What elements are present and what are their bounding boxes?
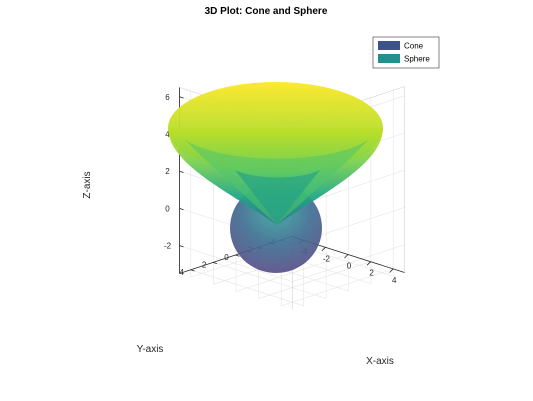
legend-label-cone: Cone: [404, 42, 424, 51]
z-tick: [179, 96, 184, 99]
z-axis-label: Z-axis: [82, 171, 93, 198]
legend-swatch-cone: [378, 41, 400, 50]
z-tick: [179, 208, 184, 211]
legend-swatch-sphere: [378, 54, 400, 63]
y-tick-label: 4: [179, 268, 184, 277]
z-tick: [179, 245, 184, 248]
legend-label-sphere: Sphere: [404, 55, 430, 64]
grid-line: [190, 269, 304, 307]
y-tick: [212, 262, 218, 264]
x-tick: [366, 261, 371, 266]
z-tick: [179, 170, 184, 173]
z-tick-label: -2: [164, 242, 172, 251]
grid-line: [213, 262, 327, 299]
chart-title: 3D Plot: Cone and Sphere: [205, 6, 328, 17]
x-tick: [389, 268, 394, 273]
z-tick-label: 0: [165, 204, 170, 213]
grid-line: [292, 244, 405, 282]
z-tick-label: 6: [165, 93, 170, 102]
y-tick-label: 0: [224, 253, 229, 262]
cone-top-opening: [168, 82, 383, 174]
x-tick-label: 4: [392, 276, 397, 285]
x-axis-label: X-axis: [366, 356, 394, 367]
y-tick-label: 2: [202, 260, 207, 269]
x-tick: [344, 254, 349, 259]
grid-line: [179, 245, 293, 282]
z-tick-label: 4: [165, 130, 170, 139]
x-tick-label: -2: [323, 254, 331, 263]
legend: Cone Sphere: [372, 36, 440, 69]
cone-apex-shading: [235, 170, 320, 225]
x-tick: [321, 247, 326, 252]
x-tick-label: 2: [369, 269, 374, 278]
z-tick-label: 2: [165, 167, 170, 176]
y-axis-label: Y-axis: [137, 344, 164, 355]
y-tick: [235, 254, 240, 257]
y-tick: [190, 269, 195, 272]
x-tick-label: 0: [347, 262, 352, 271]
